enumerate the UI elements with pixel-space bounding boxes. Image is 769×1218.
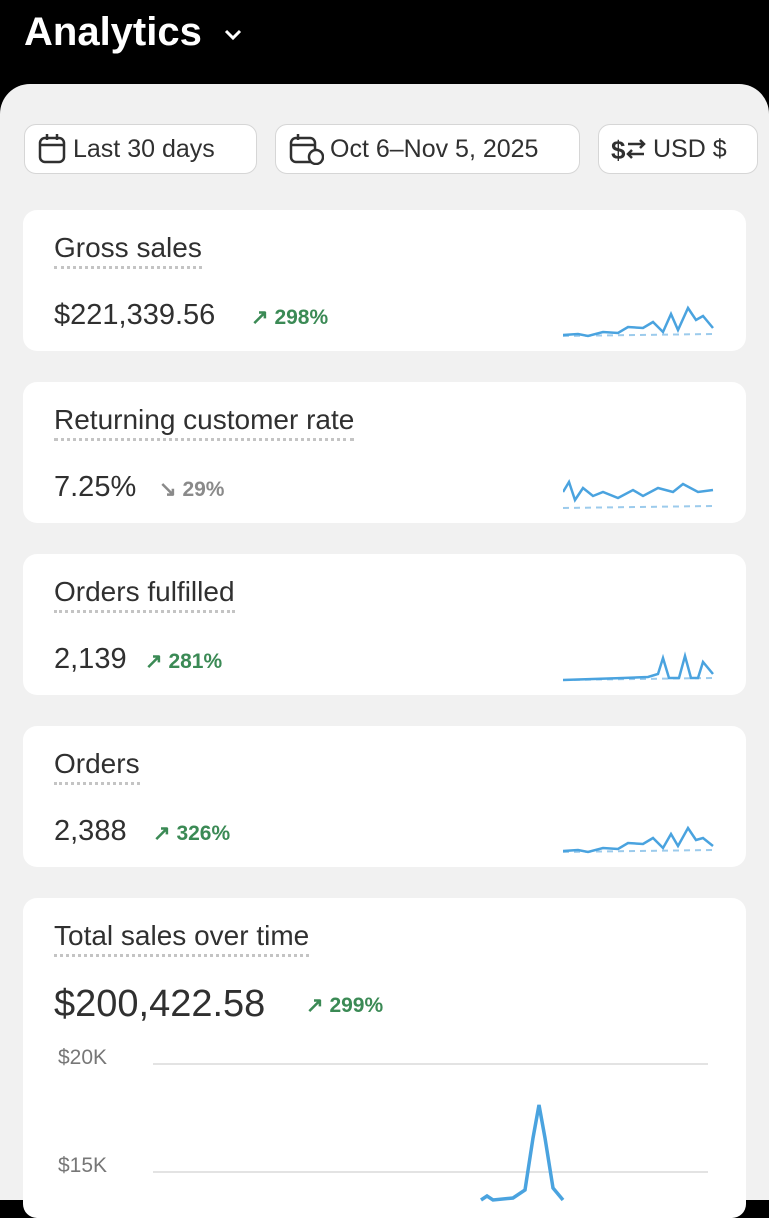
currency-icon: $ [611,135,646,165]
compare-chip[interactable]: Oct 6–Nov 5, 2025 [275,124,580,174]
card-label: Orders [54,748,140,785]
card-change: ↗ 299% [306,993,383,1018]
card-label: Gross sales [54,232,202,269]
card-change: ↗ 281% [145,649,222,674]
sparkline [563,305,714,338]
currency-chip[interactable]: $ USD $ [598,124,758,174]
card-value: $200,422.58 [54,983,266,1025]
sales-chart: $20K $15K [58,1046,708,1202]
metric-card[interactable]: Gross sales $221,339.56 ↗ 298% [23,210,746,351]
metric-card[interactable]: Orders 2,388 ↗ 326% [23,726,746,867]
card-value: 7.25% [54,471,137,503]
date-range-chip[interactable]: Last 30 days [24,124,257,174]
chevron-icon[interactable] [222,24,244,46]
card-label: Orders fulfilled [54,576,235,613]
trend-arrow: ↗ [251,306,269,329]
sparkline [563,479,714,509]
trend-arrow: ↗ [306,994,324,1017]
y-tick-label: $20K [58,1046,107,1069]
trend-arrow: ↗ [145,650,163,673]
change-text: 326% [176,822,231,845]
trend-arrow: ↗ [153,822,171,845]
change-text: 281% [168,650,223,673]
svg-text:$: $ [611,135,626,165]
trend-arrow: ↘ [159,478,177,501]
chip-text: USD $ [653,134,727,163]
card-value: $221,339.56 [54,299,216,331]
card-label: Returning customer rate [54,404,355,441]
calendar-icon [38,134,66,164]
page-title[interactable]: Analytics [24,10,202,54]
card-value: 2,388 [54,815,127,847]
chip-text: Last 30 days [73,134,215,163]
metric-card[interactable]: Returning customer rate 7.25% ↘ 29% [23,382,746,523]
card-label: Total sales over time [54,920,310,957]
card-change: ↘ 29% [159,477,224,502]
change-text: 29% [182,478,225,501]
header-bar: Analytics [0,0,769,85]
change-text: 298% [274,306,329,329]
calendar-compare-icon [289,134,324,165]
card-value: 2,139 [54,643,127,675]
sales-line [480,1104,565,1202]
card-change: ↗ 326% [153,821,230,846]
chip-text: Oct 6–Nov 5, 2025 [330,134,539,163]
y-tick-label: $15K [58,1154,107,1177]
change-text: 299% [329,994,384,1017]
metric-card[interactable]: Orders fulfilled 2,139 ↗ 281% [23,554,746,695]
total-sales-card[interactable]: Total sales over time $200,422.58 ↗ 299%… [23,898,746,1218]
sparkline [563,825,714,854]
sparkline [563,651,714,682]
card-change: ↗ 298% [251,305,328,330]
